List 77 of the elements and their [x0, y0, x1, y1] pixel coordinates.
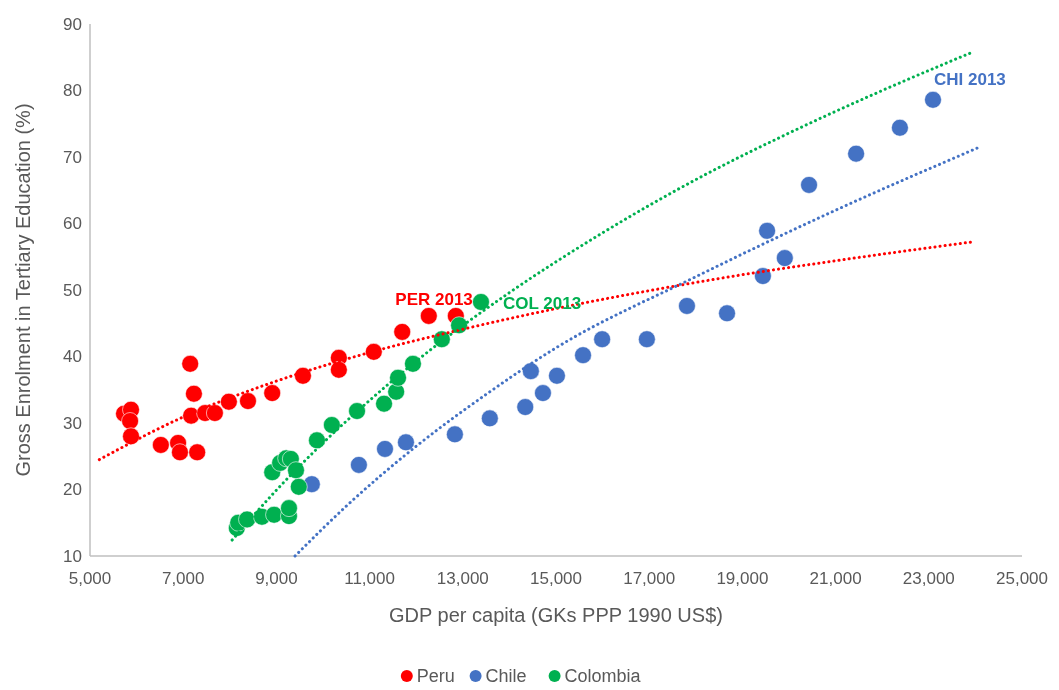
point — [188, 443, 206, 462]
point — [308, 431, 326, 450]
point — [481, 409, 499, 428]
point — [472, 293, 490, 311]
line-series — [293, 146, 980, 558]
point — [800, 176, 818, 194]
legend-label: Chile — [485, 666, 527, 686]
x-tick-label: 23,000 — [902, 569, 955, 588]
point — [350, 456, 368, 474]
point — [375, 394, 393, 413]
y-tick-label: 80 — [63, 81, 82, 101]
point — [534, 384, 552, 402]
y-tick-label: 70 — [63, 147, 82, 167]
point — [348, 402, 366, 420]
point — [516, 398, 535, 416]
point — [171, 443, 189, 462]
y-tick-label: 10 — [63, 546, 82, 566]
point — [397, 433, 415, 452]
point — [239, 392, 257, 410]
point — [280, 499, 298, 517]
point — [924, 91, 942, 109]
point — [122, 427, 140, 446]
x-tick-label: 5,000 — [68, 569, 112, 588]
x-tick-label: 9,000 — [255, 569, 298, 588]
point — [287, 461, 305, 480]
legend-label: Peru — [416, 666, 455, 686]
point — [181, 355, 199, 373]
line-series — [97, 240, 973, 462]
point — [718, 304, 736, 323]
point — [330, 361, 348, 379]
point — [323, 416, 341, 434]
point — [574, 346, 592, 364]
x-tick-label: 17,000 — [623, 569, 676, 588]
x-tick-label: 19,000 — [716, 569, 769, 588]
point — [376, 440, 394, 458]
y-tick-label: 20 — [63, 480, 82, 500]
point — [754, 267, 772, 285]
point — [364, 343, 383, 361]
point — [419, 307, 438, 325]
point — [152, 436, 170, 454]
x-tick-label: 15,000 — [530, 569, 582, 588]
y-tick-label: 30 — [63, 413, 82, 433]
point — [776, 249, 794, 267]
point — [404, 355, 422, 373]
point — [206, 404, 224, 422]
y-tick-label: 90 — [63, 14, 82, 34]
point — [522, 362, 540, 380]
point — [185, 384, 203, 403]
y-tick-label: 50 — [63, 280, 82, 300]
point — [121, 412, 139, 430]
point — [263, 384, 282, 402]
point — [891, 118, 909, 137]
x-tick-label: 25,000 — [996, 569, 1048, 588]
point — [638, 330, 656, 349]
legend-label: Colombia — [564, 666, 642, 686]
annotation: PER 2013 — [395, 289, 473, 309]
point — [758, 222, 776, 240]
x-axis-title: GDP per capita (GKs PPP 1990 US$) — [389, 604, 723, 626]
point — [548, 366, 566, 385]
point — [446, 425, 464, 444]
point — [393, 323, 412, 341]
point — [220, 392, 238, 411]
x-tick-label: 11,000 — [344, 569, 395, 588]
annotation: COL 2013 — [502, 293, 582, 313]
point — [289, 478, 308, 496]
y-tick-label: 40 — [63, 347, 82, 367]
y-axis-title: Gross Enrolment in Tertiary Education (%) — [12, 103, 34, 477]
x-tick-label: 13,000 — [436, 569, 489, 588]
point — [593, 330, 611, 349]
point — [847, 144, 865, 163]
annotation: CHI 2013 — [933, 69, 1006, 89]
point — [389, 368, 407, 387]
x-tick-label: 7,000 — [161, 569, 205, 588]
y-tick-label: 60 — [63, 214, 82, 234]
point — [294, 366, 312, 385]
point — [678, 297, 696, 315]
x-tick-label: 21,000 — [809, 569, 862, 588]
